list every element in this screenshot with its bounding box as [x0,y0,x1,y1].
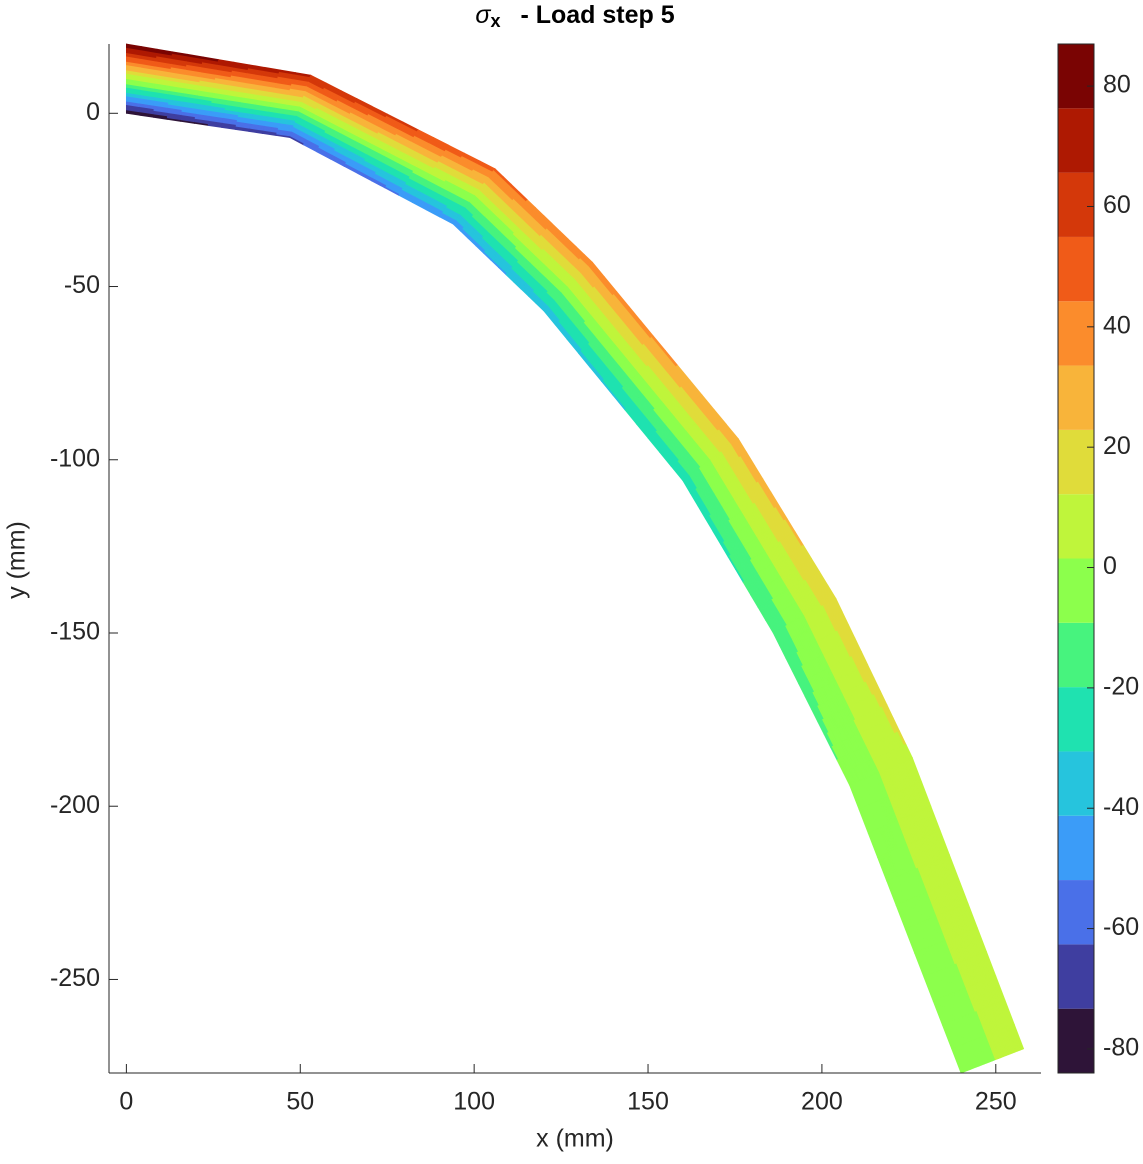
colorbar-band [1058,301,1094,366]
title-symbol: σ [475,1,491,29]
x-tick-label: 200 [801,1088,843,1116]
colorbar-tick-label: -80 [1103,1034,1139,1062]
colorbar-tick-label: -60 [1103,913,1139,941]
y-tick-label: -200 [50,791,100,819]
y-axis-label: y (mm) [3,521,31,599]
x-tick-label: 0 [119,1088,133,1116]
y-tick-label: -100 [50,444,100,472]
colorbar-tick-label: 40 [1103,311,1131,339]
colorbar-band [1058,815,1094,881]
x-tick-label: 250 [975,1088,1017,1116]
colorbar-band [1058,558,1094,623]
chart-title: σx - Load step 5 [475,1,674,31]
colorbar-band [1058,880,1094,945]
colorbar-band [1058,494,1094,559]
colorbar-tick-label: -40 [1103,793,1139,821]
colorbar-tick-label: 0 [1103,552,1117,580]
y-tick-label: -150 [50,618,100,646]
x-tick-label: 50 [286,1088,314,1116]
x-tick-label: 100 [453,1088,495,1116]
y-tick-label: -50 [64,271,100,299]
colorbar-band [1058,944,1094,1009]
colorbar-tick-label: 20 [1103,432,1131,460]
colorbar-tick-label: 60 [1103,191,1131,219]
colorbar-band [1058,1008,1094,1073]
colorbar-band [1058,622,1094,688]
colorbar-band [1058,687,1094,752]
colorbar-band [1058,365,1094,430]
colorbar-band [1058,236,1094,302]
x-tick-label: 150 [627,1088,669,1116]
contour-field [125,43,1025,1074]
colorbar-tick-label: -20 [1103,672,1139,700]
colorbar-band [1058,108,1094,173]
colorbar-band [1058,429,1094,495]
colorbar-band [1058,44,1094,109]
x-axis-label: x (mm) [536,1125,614,1153]
y-tick-label: 0 [86,98,100,126]
y-tick-label: -250 [50,964,100,992]
title-subscript: x [490,11,500,31]
colorbar-tick-label: 80 [1103,71,1131,99]
colorbar-band [1058,172,1094,237]
title-text: - Load step 5 [520,1,674,29]
colorbar-band [1058,751,1094,816]
